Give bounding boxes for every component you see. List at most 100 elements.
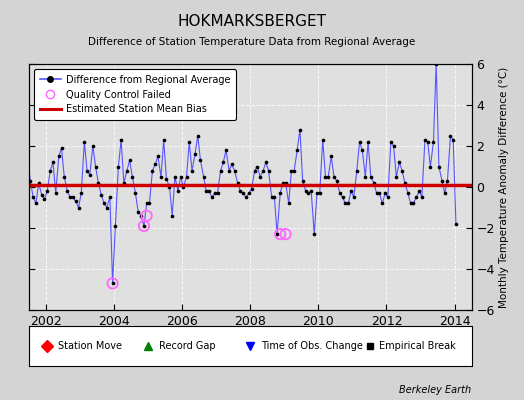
Point <box>259 167 267 174</box>
Point <box>418 194 426 200</box>
Text: Empirical Break: Empirical Break <box>379 341 455 351</box>
Point <box>188 167 196 174</box>
Point <box>134 208 143 215</box>
Point <box>66 194 74 200</box>
Point <box>293 147 301 153</box>
Point <box>26 178 35 184</box>
Point <box>12 153 20 160</box>
Y-axis label: Monthly Temperature Anomaly Difference (°C): Monthly Temperature Anomaly Difference (… <box>499 66 509 308</box>
Point <box>193 132 202 139</box>
Point <box>290 167 298 174</box>
Point <box>381 190 389 196</box>
Point <box>335 190 344 196</box>
Point <box>443 178 452 184</box>
Point <box>401 180 409 186</box>
Point <box>94 180 103 186</box>
Point <box>449 137 457 143</box>
Point <box>145 200 154 206</box>
Point <box>253 163 261 170</box>
Point <box>43 188 51 194</box>
Point <box>358 147 366 153</box>
Point <box>38 192 46 198</box>
Point <box>137 212 145 219</box>
Point <box>179 184 188 190</box>
Point <box>63 188 71 194</box>
Point <box>446 132 455 139</box>
Point <box>324 174 332 180</box>
Point <box>304 190 313 196</box>
Point <box>333 178 341 184</box>
Point <box>276 190 285 196</box>
Point <box>384 194 392 200</box>
Point <box>111 223 119 229</box>
Point <box>407 200 415 206</box>
Point <box>347 188 355 194</box>
Point <box>185 139 193 145</box>
Point <box>313 190 321 196</box>
Point <box>77 190 85 196</box>
Point <box>227 161 236 168</box>
Point <box>54 153 63 160</box>
Point <box>392 174 400 180</box>
Point <box>154 153 162 160</box>
Point <box>375 190 384 196</box>
Point <box>219 159 227 166</box>
Point <box>239 190 247 196</box>
Point <box>100 200 108 206</box>
Point <box>276 231 285 237</box>
Point <box>49 159 57 166</box>
Point <box>296 126 304 133</box>
Point <box>97 192 105 198</box>
Point <box>119 180 128 186</box>
Point <box>245 190 253 196</box>
Point <box>423 139 432 145</box>
Point <box>131 190 139 196</box>
Point <box>307 188 315 194</box>
Point <box>85 172 94 178</box>
Point <box>46 167 54 174</box>
Point <box>389 143 398 149</box>
Point <box>222 147 230 153</box>
Point <box>321 174 330 180</box>
Point <box>441 190 449 196</box>
Point <box>143 212 151 219</box>
Point <box>319 137 327 143</box>
Point <box>395 159 403 166</box>
Point <box>267 194 276 200</box>
Point <box>270 194 279 200</box>
Point <box>378 200 387 206</box>
Point <box>60 174 69 180</box>
Point <box>69 194 77 200</box>
Point <box>157 174 165 180</box>
Point <box>412 194 421 200</box>
Point <box>148 167 157 174</box>
Point <box>140 223 148 229</box>
Point <box>327 153 335 160</box>
Point <box>83 167 91 174</box>
Point <box>233 180 242 186</box>
Point <box>20 190 29 196</box>
Point <box>151 161 159 168</box>
Point <box>9 194 17 200</box>
Point <box>23 147 31 153</box>
Point <box>159 137 168 143</box>
Point <box>72 198 80 204</box>
Point <box>29 194 37 200</box>
Point <box>426 163 434 170</box>
Point <box>330 174 338 180</box>
Point <box>301 188 310 194</box>
Point <box>106 194 114 200</box>
Point <box>236 188 245 194</box>
Point <box>216 167 225 174</box>
Point <box>225 167 233 174</box>
Point <box>287 167 296 174</box>
Point <box>369 180 378 186</box>
Point <box>165 184 173 190</box>
Point <box>143 200 151 206</box>
Point <box>74 204 83 211</box>
Text: Record Gap: Record Gap <box>159 341 216 351</box>
Point <box>103 204 111 211</box>
Point <box>279 180 287 186</box>
Point <box>415 188 423 194</box>
Point <box>174 188 182 194</box>
